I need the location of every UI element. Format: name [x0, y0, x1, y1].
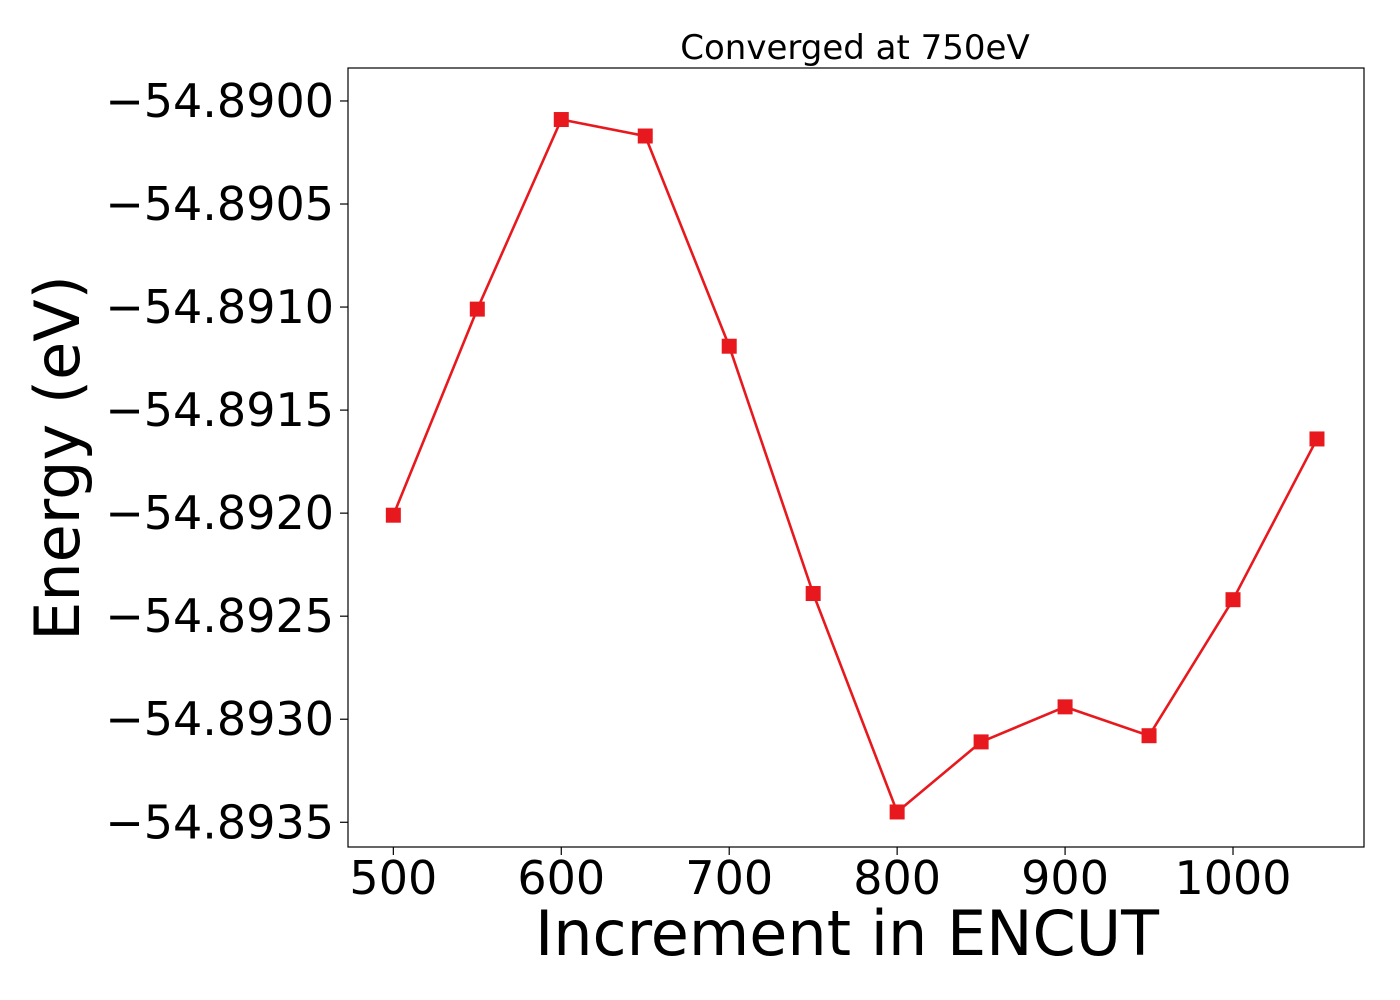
plot-frame [347, 67, 1365, 848]
y-tick-label: −54.8925 [105, 589, 334, 643]
x-tick-label: 1000 [1174, 851, 1291, 905]
data-point-marker [553, 112, 569, 128]
data-point-marker [385, 507, 401, 523]
data-point-marker [1225, 592, 1241, 608]
x-tick-label: 600 [517, 851, 605, 905]
y-tick-label: −54.8900 [105, 74, 334, 128]
data-point-marker [469, 301, 485, 317]
x-axis-label: Increment in ENCUT [535, 897, 1160, 970]
data-point-marker [889, 804, 905, 820]
plot-area [385, 112, 1325, 820]
data-point-marker [805, 586, 821, 602]
data-point-marker [1141, 728, 1157, 744]
data-point-marker [973, 734, 989, 750]
y-axis-label: Energy (eV) [21, 275, 94, 641]
y-tick-label: −54.8910 [105, 280, 334, 334]
y-tick-label: −54.8905 [105, 177, 334, 231]
y-tick-label: −54.8915 [105, 383, 334, 437]
series-line [392, 118, 1319, 814]
x-tick-label: 800 [853, 851, 941, 905]
y-tick-label: −54.8930 [105, 692, 334, 746]
y-axis-ticks: −54.8900 −54.8905 −54.8910 −54.8915 −54.8920… [105, 74, 348, 849]
x-tick-label: 500 [349, 851, 437, 905]
data-point-marker [1057, 699, 1073, 715]
x-tick-label: 900 [1021, 851, 1109, 905]
data-point-marker [637, 128, 653, 144]
data-point-marker [1309, 431, 1325, 447]
y-tick-label: −54.8920 [105, 486, 334, 540]
x-tick-label: 700 [685, 851, 773, 905]
x-axis-ticks: 500 600 700 800 900 1000 [349, 847, 1292, 905]
chart-title: Converged at 750eV [680, 28, 1029, 68]
y-tick-label: −54.8935 [105, 795, 334, 849]
data-point-marker [721, 338, 737, 354]
